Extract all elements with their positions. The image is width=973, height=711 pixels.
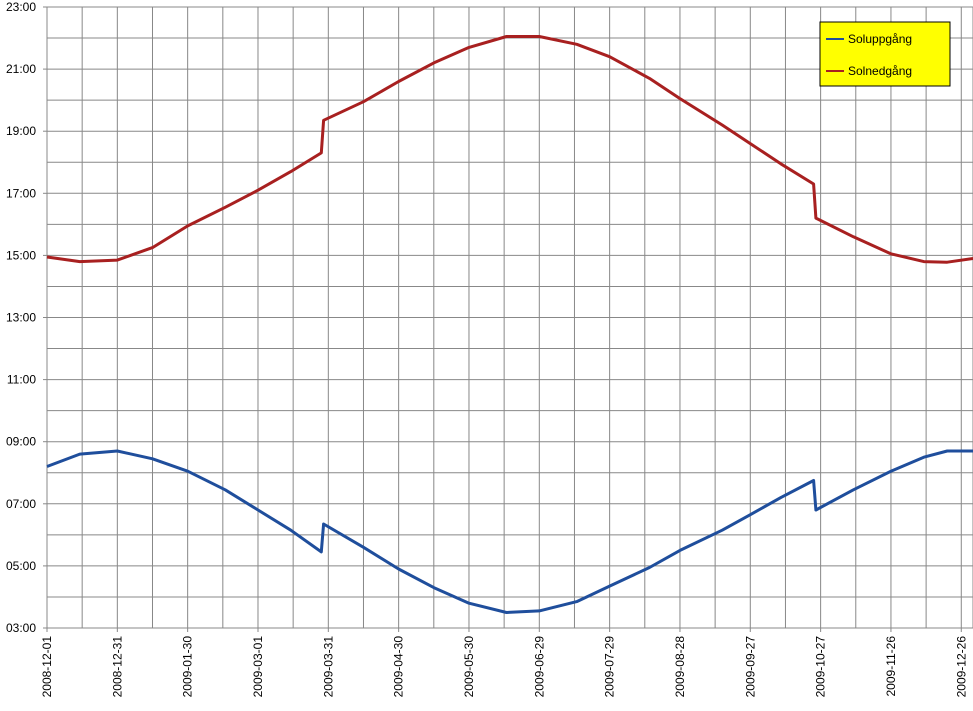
x-tick-label: 2009-11-26 [884, 636, 898, 697]
y-tick-label: 19:00 [6, 124, 36, 138]
y-tick-label: 05:00 [6, 559, 36, 573]
y-tick-label: 03:00 [6, 621, 36, 635]
y-tick-label: 11:00 [7, 373, 36, 387]
y-tick-label: 21:00 [6, 62, 36, 76]
x-tick-label: 2009-04-30 [392, 636, 406, 698]
x-tick-label: 2008-12-31 [110, 636, 124, 698]
x-tick-label: 2009-09-27 [743, 636, 757, 698]
series-line [46, 35, 973, 264]
legend-label: Solnedgång [848, 64, 912, 78]
x-tick-label: 2009-05-30 [462, 636, 476, 698]
y-tick-label: 09:00 [6, 435, 36, 449]
y-tick-label: 17:00 [6, 186, 36, 200]
x-tick-label: 2009-12-26 [954, 636, 968, 698]
x-tick-label: 2009-08-28 [673, 636, 687, 698]
y-tick-label: 23:00 [6, 0, 36, 14]
x-tick-label: 2009-10-27 [814, 636, 828, 698]
y-tick-label: 07:00 [6, 497, 36, 511]
x-tick-label: 2009-01-30 [181, 636, 195, 698]
x-tick-label: 2009-03-01 [251, 636, 265, 698]
y-tick-label: 15:00 [6, 248, 36, 262]
x-tick-label: 2009-03-31 [321, 636, 335, 698]
y-tick-label: 13:00 [6, 311, 36, 325]
x-tick-label: 2009-07-29 [603, 636, 617, 698]
x-tick-label: 2008-12-01 [40, 636, 54, 698]
legend-box [819, 21, 951, 87]
legend-label: Soluppgång [848, 32, 912, 46]
x-tick-label: 2009-06-29 [532, 636, 546, 698]
series-line [46, 449, 973, 614]
